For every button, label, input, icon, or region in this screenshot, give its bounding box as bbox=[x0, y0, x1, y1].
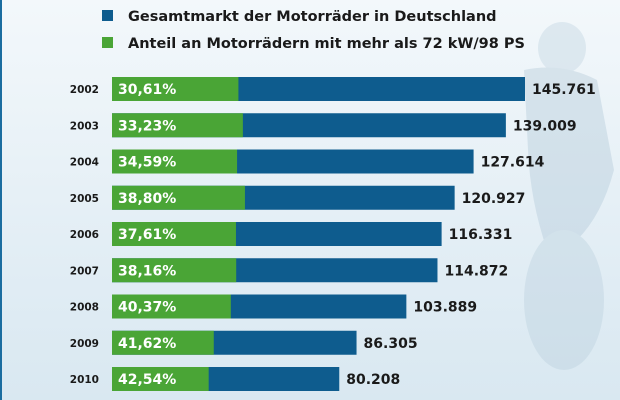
high-power-share-bar bbox=[112, 258, 237, 283]
total-value-label: 103.889 bbox=[413, 300, 477, 316]
share-percent-label: 38,80% bbox=[118, 191, 176, 207]
year-label: 2003 bbox=[70, 120, 99, 132]
year-label: 2009 bbox=[70, 338, 99, 350]
year-label: 2002 bbox=[70, 84, 99, 96]
share-percent-label: 41,62% bbox=[118, 336, 176, 352]
year-label: 2010 bbox=[70, 374, 99, 386]
year-label: 2007 bbox=[70, 265, 99, 277]
legend-swatch-total-market bbox=[102, 10, 113, 21]
high-power-share-bar bbox=[112, 149, 238, 174]
share-percent-label: 34,59% bbox=[118, 155, 176, 171]
share-percent-label: 42,54% bbox=[118, 372, 176, 388]
high-power-share-bar bbox=[112, 185, 245, 210]
total-value-label: 116.331 bbox=[449, 227, 513, 243]
share-percent-label: 33,23% bbox=[118, 118, 176, 134]
high-power-share-bar bbox=[112, 330, 214, 355]
year-label: 2005 bbox=[70, 193, 99, 205]
total-value-label: 127.614 bbox=[481, 155, 545, 171]
share-percent-label: 30,61% bbox=[118, 82, 176, 98]
rider-silhouette-image bbox=[524, 22, 614, 370]
share-percent-label: 37,61% bbox=[118, 227, 176, 243]
year-label: 2006 bbox=[70, 229, 99, 241]
share-percent-label: 40,37% bbox=[118, 300, 176, 316]
total-value-label: 114.872 bbox=[444, 263, 508, 279]
high-power-share-bar bbox=[112, 367, 209, 391]
share-percent-label: 38,16% bbox=[118, 263, 176, 279]
high-power-share-bar bbox=[112, 77, 239, 101]
high-power-share-bar bbox=[112, 113, 243, 138]
total-value-label: 86.305 bbox=[364, 336, 418, 352]
year-label: 2008 bbox=[70, 302, 99, 314]
high-power-share-bar bbox=[112, 222, 236, 246]
legend: Gesamtmarkt der Motorräder in Deutschlan… bbox=[102, 9, 525, 52]
total-value-label: 139.009 bbox=[513, 118, 577, 134]
total-value-label: 80.208 bbox=[346, 372, 400, 388]
bars-group: 2002 30,61% 145.761 2003 33,23% 139.009 2004 34… bbox=[70, 77, 596, 391]
legend-label-total-market: Gesamtmarkt der Motorräder in Deutschlan… bbox=[128, 9, 497, 25]
legend-swatch-high-power-share bbox=[102, 37, 113, 48]
year-label: 2004 bbox=[70, 157, 99, 169]
high-power-share-bar bbox=[112, 294, 231, 319]
total-value-label: 120.927 bbox=[462, 191, 526, 207]
total-value-label: 145.761 bbox=[532, 82, 596, 98]
legend-label-high-power-share: Anteil an Motorrädern mit mehr als 72 kW… bbox=[128, 36, 525, 52]
